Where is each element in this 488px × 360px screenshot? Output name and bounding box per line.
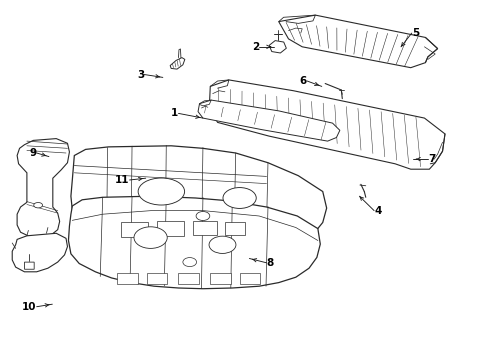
- Text: 8: 8: [266, 258, 273, 268]
- FancyBboxPatch shape: [157, 221, 184, 236]
- Text: 11: 11: [115, 175, 129, 185]
- FancyBboxPatch shape: [224, 222, 245, 235]
- FancyBboxPatch shape: [210, 273, 230, 284]
- Ellipse shape: [209, 236, 235, 253]
- Text: 9: 9: [29, 148, 37, 158]
- Polygon shape: [209, 80, 444, 169]
- Ellipse shape: [196, 211, 209, 220]
- Ellipse shape: [138, 178, 184, 205]
- Polygon shape: [12, 233, 67, 272]
- Ellipse shape: [34, 202, 42, 208]
- Text: 2: 2: [251, 42, 259, 52]
- Text: 1: 1: [171, 108, 178, 118]
- Text: 6: 6: [299, 76, 306, 86]
- Polygon shape: [68, 196, 320, 289]
- FancyBboxPatch shape: [146, 273, 167, 284]
- FancyBboxPatch shape: [117, 273, 138, 284]
- Text: 10: 10: [22, 302, 37, 312]
- Text: 5: 5: [411, 28, 418, 38]
- Polygon shape: [278, 15, 437, 68]
- FancyBboxPatch shape: [178, 273, 199, 284]
- Ellipse shape: [223, 188, 256, 208]
- Ellipse shape: [183, 258, 196, 266]
- Text: 7: 7: [427, 154, 434, 164]
- Polygon shape: [198, 100, 339, 141]
- FancyBboxPatch shape: [193, 221, 216, 235]
- Polygon shape: [17, 139, 69, 238]
- Polygon shape: [71, 146, 326, 249]
- FancyBboxPatch shape: [239, 273, 260, 284]
- Ellipse shape: [134, 227, 167, 248]
- Text: 4: 4: [373, 206, 381, 216]
- FancyBboxPatch shape: [121, 222, 148, 237]
- Text: 3: 3: [137, 69, 144, 80]
- Polygon shape: [170, 58, 184, 69]
